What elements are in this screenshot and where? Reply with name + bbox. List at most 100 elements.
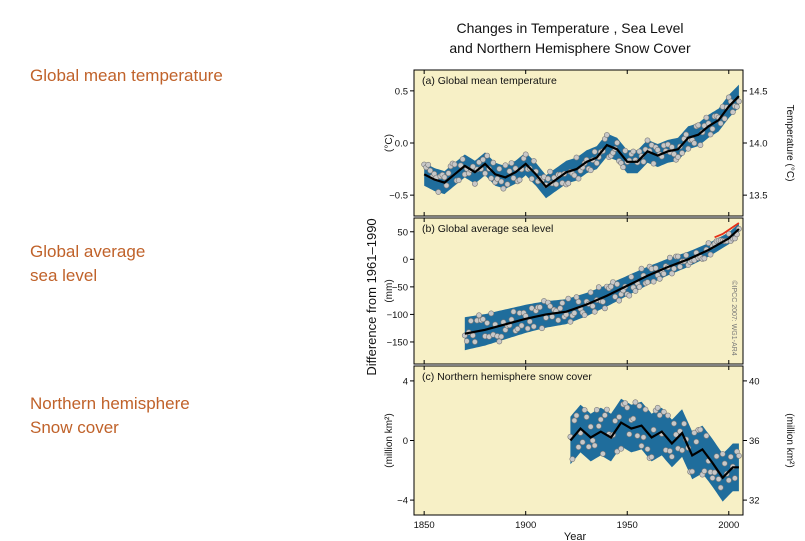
panel-title: (a) Global mean temperature [422, 75, 557, 87]
data-point [451, 161, 458, 168]
data-point [736, 98, 742, 105]
data-point [636, 403, 643, 409]
y2-tick-label: 32 [749, 496, 760, 507]
data-point [469, 163, 476, 170]
data-point [555, 317, 562, 324]
data-point [703, 432, 710, 439]
data-point [573, 412, 580, 419]
data-point [480, 156, 486, 163]
x-axis-label: Year [564, 531, 587, 541]
y2-tick-label: 13.5 [749, 191, 768, 202]
x-tick-label: 1850 [414, 520, 435, 531]
data-point [644, 137, 651, 144]
data-point [581, 312, 588, 318]
data-point [636, 283, 643, 290]
data-point [589, 303, 596, 309]
data-point [634, 432, 641, 439]
data-point [667, 448, 673, 454]
data-points [567, 399, 742, 491]
data-point [547, 168, 553, 175]
data-point [628, 273, 635, 280]
data-point [626, 431, 633, 438]
y-tick-label: 0 [403, 436, 408, 447]
figure-title: Changes in Temperature , Sea Level and N… [400, 18, 740, 58]
data-point [604, 132, 610, 138]
y-tick-label: 50 [397, 227, 408, 238]
data-point [691, 140, 698, 147]
panel-1: (a) Global mean temperature −0.5 0.0 0.5 (°C… [384, 69, 795, 217]
shared-ylabel: Difference from 1961–1990 [364, 218, 379, 375]
data-point [736, 452, 742, 459]
data-point [490, 159, 497, 166]
data-point [583, 414, 590, 420]
data-point [721, 115, 728, 122]
label-northern-hemisphere-snow-cover: Northern hemisphere Snow cover [30, 392, 190, 440]
data-point [671, 151, 677, 157]
data-point [679, 150, 685, 156]
data-point [618, 445, 624, 452]
data-point [612, 417, 618, 424]
data-point [443, 182, 450, 189]
data-point [518, 322, 525, 329]
uncertainty-band [464, 223, 739, 351]
panel-3: (c) Northern hemisphere snow cover 1850 19… [384, 365, 795, 531]
data-point [675, 154, 681, 160]
data-point [675, 253, 681, 260]
data-point [530, 158, 537, 164]
y2-tick-label: 14.0 [749, 139, 768, 150]
panel-title: (b) Global average sea level [422, 223, 553, 235]
data-point [500, 185, 507, 192]
y2-tick-label: 36 [749, 436, 760, 447]
data-point [502, 162, 509, 169]
data-point [665, 141, 671, 148]
data-point [471, 180, 478, 187]
data-point [602, 305, 608, 312]
data-point [620, 164, 627, 171]
uncertainty-band [570, 398, 739, 502]
data-point [669, 453, 675, 460]
data-point [463, 338, 470, 344]
data-point [498, 333, 505, 340]
y-tick-label: −0.5 [389, 191, 408, 202]
data-point [488, 175, 495, 182]
panel-background [414, 218, 743, 364]
data-point [524, 325, 531, 332]
data-point [725, 477, 732, 484]
label-snow-line1: Northern hemisphere [30, 394, 190, 413]
figure-title-line1: Changes in Temperature , Sea Level [456, 20, 684, 36]
data-point [669, 144, 675, 150]
data-point [498, 178, 505, 185]
data-point [571, 310, 578, 316]
data-point [591, 442, 598, 449]
x-tick-label: 1900 [515, 520, 536, 531]
data-point [547, 303, 553, 310]
data-point [650, 160, 657, 167]
smoothed-line [464, 228, 740, 335]
data-point [508, 160, 515, 166]
data-point [695, 122, 702, 129]
data-point [717, 484, 724, 491]
data-point [575, 175, 582, 182]
data-point [581, 407, 588, 413]
data-point [528, 305, 535, 312]
data-point [504, 181, 511, 188]
data-point [614, 139, 620, 146]
data-point [652, 265, 659, 271]
data-point [640, 158, 647, 165]
y-axis-label: (°C) [384, 134, 395, 152]
uncertainty-band [424, 84, 739, 199]
y2-axis-label: Temperature (°C) [784, 105, 795, 182]
label-global-average-sea-level: Global average sea level [30, 240, 145, 288]
y2-tick-label: 14.5 [749, 86, 768, 97]
data-point [648, 454, 655, 460]
data-point [729, 109, 736, 115]
data-point [587, 167, 594, 174]
y-tick-label: 0 [403, 255, 408, 266]
data-point [471, 338, 478, 345]
data-point [719, 451, 726, 457]
data-point [707, 251, 714, 258]
data-point [514, 325, 521, 332]
watermark: ©IPCC 2007: WG1-AR4 [730, 280, 738, 355]
data-point [632, 288, 639, 294]
data-point [644, 446, 651, 452]
